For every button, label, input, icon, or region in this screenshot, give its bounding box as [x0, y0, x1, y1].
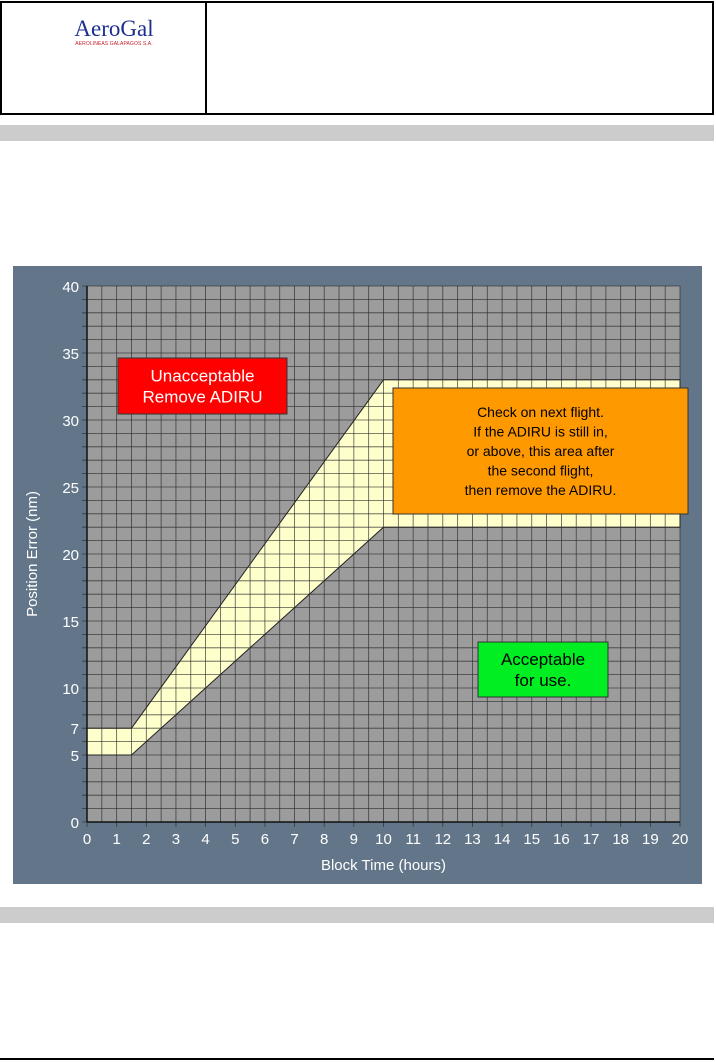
annotation-text: for use. — [515, 671, 572, 690]
logo-subtext: AEROLINEAS GALAPAGOS S.A. — [75, 41, 153, 47]
footer-line — [0, 1058, 714, 1060]
y-axis-label: Position Error (nm) — [24, 491, 41, 617]
y-tick-label: 25 — [62, 480, 79, 497]
x-tick-label: 0 — [83, 831, 91, 848]
x-tick-label: 17 — [583, 831, 600, 848]
annotation-text: then remove the ADIRU. — [465, 482, 617, 498]
x-tick-label: 12 — [434, 831, 451, 848]
x-tick-label: 7 — [290, 831, 298, 848]
header-divider — [205, 3, 207, 113]
x-tick-label: 9 — [350, 831, 358, 848]
y-tick-label: 10 — [62, 681, 79, 698]
annotation-check: Check on next flight. If the ADIRU is sti… — [392, 387, 689, 515]
annotation-acceptable: Acceptable for use. — [477, 641, 609, 698]
y-tick-label: 35 — [62, 346, 79, 363]
annotation-text: or above, this area after — [467, 443, 615, 459]
x-tick-label: 11 — [405, 831, 421, 848]
y-tick-label: 15 — [62, 614, 79, 631]
x-tick-label: 6 — [261, 831, 269, 848]
x-tick-label: 2 — [142, 831, 150, 848]
annotation-text: Check on next flight. — [477, 404, 604, 420]
annotation-unacceptable: Unacceptable Remove ADIRU — [117, 357, 288, 415]
x-tick-label: 8 — [320, 831, 328, 848]
annotation-box — [117, 357, 288, 415]
x-tick-label: 3 — [172, 831, 180, 848]
x-tick-label: 19 — [642, 831, 659, 848]
annotation-box — [392, 387, 689, 515]
x-tick-label: 20 — [672, 831, 689, 848]
x-tick-label: 5 — [231, 831, 239, 848]
y-tick-label: 7 — [71, 721, 79, 738]
section-bar-top — [0, 125, 714, 141]
x-axis-label: Block Time (hours) — [321, 857, 446, 874]
annotation-text: Remove ADIRU — [143, 388, 263, 407]
annotation-text: Acceptable — [501, 650, 585, 669]
x-tick-label: 16 — [553, 831, 570, 848]
annotation-text: the second flight, — [488, 463, 594, 479]
y-tick-label: 0 — [71, 815, 79, 832]
y-tick-label: 20 — [62, 547, 79, 564]
document-header: AeroGal AEROLINEAS GALAPAGOS S.A. — [0, 1, 714, 115]
x-tick-label: 4 — [201, 831, 209, 848]
y-tick-label: 40 — [62, 279, 79, 296]
annotation-text: If the ADIRU is still in, — [473, 424, 608, 440]
annotation-box — [477, 641, 609, 698]
y-tick-label: 5 — [71, 748, 79, 765]
x-tick-label: 1 — [112, 831, 120, 848]
x-tick-label: 18 — [612, 831, 629, 848]
annotation-text: Unacceptable — [151, 367, 255, 386]
x-tick-label: 13 — [464, 831, 481, 848]
aerogal-logo: AeroGal AEROLINEAS GALAPAGOS S.A. — [54, 16, 174, 48]
logo-text: AeroGal — [74, 16, 154, 41]
y-tick-label: 30 — [62, 413, 79, 430]
position-error-chart: 0 1 2 3 4 5 6 7 8 9 10 11 12 13 14 15 16 17 18 19 2005710152… — [13, 266, 702, 884]
x-tick-label: 15 — [523, 831, 540, 848]
section-bar-bottom — [0, 907, 714, 923]
x-tick-label: 14 — [494, 831, 511, 848]
x-tick-label: 10 — [375, 831, 392, 848]
